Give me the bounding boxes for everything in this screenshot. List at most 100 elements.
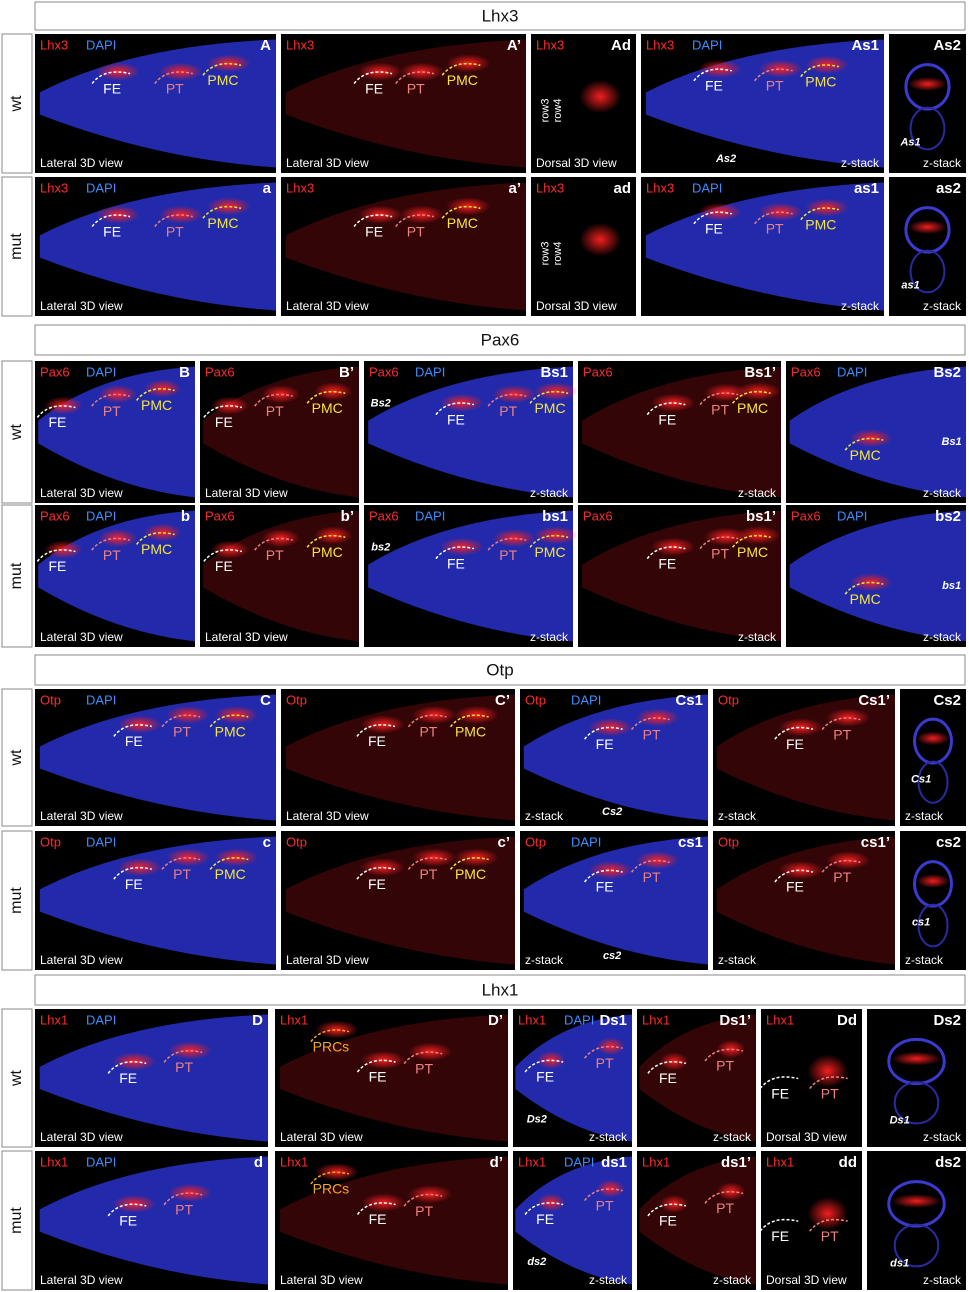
genotype-label: mut [8, 233, 25, 260]
dashed-outline [356, 1059, 396, 1073]
view-label: Lateral 3D view [40, 630, 123, 644]
inset-label: cs2 [603, 950, 621, 962]
dashed-outline [647, 1061, 687, 1074]
signal [206, 54, 251, 73]
panel-id: Cs1’ [858, 692, 890, 709]
channel-label: Pax6 [791, 364, 821, 379]
signal [596, 1037, 625, 1056]
signal [492, 529, 537, 548]
channel-label: Pax6 [40, 508, 70, 523]
channel-label: DAPI [86, 37, 116, 52]
region-label: PT [166, 80, 184, 96]
dashed-outline [647, 1203, 687, 1217]
channel-label: DAPI [86, 834, 116, 849]
dashed-outline [646, 546, 686, 560]
channel-label: DAPI [571, 692, 601, 707]
panel-id: a’ [508, 180, 521, 197]
dashed-outline [407, 857, 447, 870]
panel-bg [889, 34, 966, 173]
view-label: z-stack [905, 809, 944, 823]
region-label: FE [119, 1213, 137, 1229]
region-label: PMC [455, 866, 486, 882]
region-label: PT [643, 726, 661, 742]
channel-label: Lhx3 [40, 37, 68, 52]
region-label: PT [175, 1059, 193, 1075]
region-label: PT [596, 1055, 614, 1071]
panel-bg [900, 831, 966, 970]
channel-label: DAPI [564, 1154, 594, 1169]
dashed-outline [529, 534, 569, 548]
view-label: Lateral 3D view [286, 809, 369, 823]
section-ring [909, 249, 946, 294]
view-label: Lateral 3D view [280, 1130, 363, 1144]
image-panel: Pax6 DAPI bs1 FE PT PMC bs2 z-stack [364, 505, 579, 647]
dashed-outline [584, 726, 623, 740]
dashed-outline [704, 1048, 744, 1062]
dashed-outline [356, 1202, 396, 1215]
channel-label: Pax6 [583, 508, 613, 523]
dashed-outline [113, 866, 152, 880]
panel-id: Bs1 [540, 364, 568, 381]
signal [158, 62, 203, 81]
panel-bg [867, 1151, 966, 1290]
channel-label: Otp [718, 834, 739, 849]
panel-id: Bs2 [933, 364, 961, 381]
inset-label: row3 [540, 99, 552, 123]
region-label: FE [368, 876, 386, 892]
view-label: Lateral 3D view [40, 1130, 123, 1144]
view-label: Lateral 3D view [40, 156, 123, 170]
region-label: FE [368, 733, 386, 749]
view-label: z-stack [923, 299, 962, 313]
genotype-label: wt [8, 423, 25, 441]
signal [916, 874, 950, 889]
region-label: FE [125, 876, 143, 892]
dashed-outline [524, 1202, 564, 1215]
signal [849, 429, 893, 448]
region-label: PT [716, 1200, 734, 1216]
tissue [39, 836, 276, 965]
signal [588, 718, 633, 737]
view-label: z-stack [713, 1130, 752, 1144]
panel-id: c [263, 834, 271, 851]
panel-id: ds1 [601, 1154, 627, 1171]
region-label: FE [771, 1228, 789, 1244]
view-label: Dorsal 3D view [536, 299, 617, 313]
signal [736, 382, 781, 401]
region-label: PMC [534, 544, 565, 560]
signal [716, 1182, 746, 1201]
region-label: PT [415, 1203, 433, 1219]
view-label: z-stack [589, 1130, 628, 1144]
region-label: PMC [312, 544, 343, 560]
dashed-outline [203, 549, 243, 562]
view-label: z-stack [718, 809, 757, 823]
dashed-outline [844, 581, 884, 595]
dashed-outline [731, 390, 771, 404]
signal [891, 1051, 942, 1066]
dashed-outline [203, 405, 243, 418]
signal [446, 197, 491, 216]
region-label: PT [821, 1085, 839, 1101]
genotype-box [1, 176, 33, 317]
panel-id: Ds1’ [719, 1012, 751, 1029]
signal [214, 705, 259, 724]
region-label: PMC [447, 215, 478, 231]
signal [536, 1193, 566, 1212]
signal [261, 385, 300, 404]
signal [849, 573, 893, 592]
section-header: Pax6 [34, 324, 966, 356]
signal [804, 198, 849, 217]
dashed-outline [699, 392, 739, 406]
dashed-outline [449, 714, 489, 728]
dashed-outline [449, 857, 489, 870]
view-label: Lateral 3D view [40, 299, 123, 313]
image-panel: Pax6 DAPI b FE PT PMC Lateral 3D view [35, 505, 196, 647]
dashed-outline [731, 534, 771, 548]
genotype-label: wt [8, 749, 25, 767]
dashed-outline [759, 1218, 799, 1232]
region-label: PMC [141, 541, 172, 557]
channel-label: Lhx1 [642, 1154, 670, 1169]
tissue [285, 836, 515, 965]
dashed-outline [395, 214, 434, 228]
dashed-outline [91, 393, 130, 407]
region-label: FE [103, 80, 121, 96]
